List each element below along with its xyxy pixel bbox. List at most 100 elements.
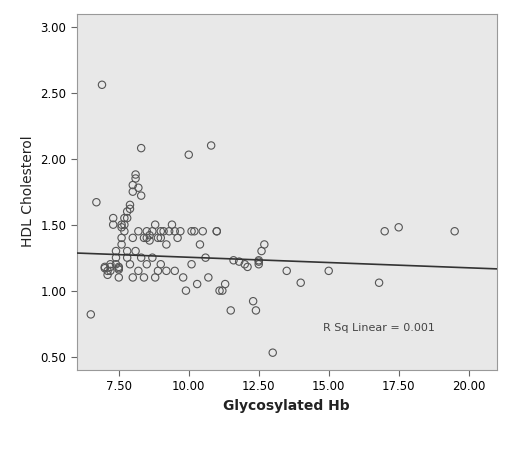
Point (296, 279, 305, 286)
Point (185, 151, 193, 158)
Point (129, 188, 137, 195)
Point (134, 267, 142, 275)
Point (129, 181, 137, 189)
Point (229, 257, 238, 264)
Point (143, 261, 151, 268)
Point (204, 274, 212, 281)
Point (103, 267, 112, 275)
Point (162, 241, 170, 248)
Point (193, 281, 201, 288)
Point (117, 234, 125, 241)
Point (151, 274, 159, 281)
Point (120, 215, 129, 222)
Point (254, 258, 263, 265)
Point (117, 224, 125, 231)
Point (145, 232, 154, 239)
Point (132, 171, 140, 178)
Point (168, 221, 176, 228)
Point (117, 241, 125, 248)
Point (190, 228, 199, 235)
Point (212, 228, 221, 235)
Point (132, 175, 140, 182)
Point (115, 266, 123, 273)
Point (179, 274, 187, 281)
Point (375, 279, 383, 286)
Point (143, 228, 151, 235)
Point (165, 228, 173, 235)
Point (380, 228, 389, 235)
Point (241, 261, 249, 268)
Point (134, 184, 142, 191)
Point (92, 198, 100, 206)
Point (154, 267, 162, 275)
Point (143, 234, 151, 241)
Point (87, 311, 95, 318)
Point (123, 208, 131, 215)
Point (103, 271, 112, 278)
Point (137, 144, 145, 152)
Point (207, 142, 215, 149)
Point (154, 234, 162, 241)
Point (112, 254, 120, 261)
Point (109, 215, 117, 222)
Point (258, 248, 266, 255)
Point (129, 274, 137, 281)
Point (201, 254, 209, 261)
Point (235, 258, 243, 265)
Point (221, 281, 229, 288)
Point (269, 349, 277, 356)
Point (227, 307, 235, 314)
Point (98, 81, 106, 88)
Point (243, 263, 251, 271)
Point (148, 254, 157, 261)
Point (252, 307, 260, 314)
Point (174, 234, 182, 241)
Point (134, 228, 142, 235)
Point (117, 221, 125, 228)
Point (137, 254, 145, 261)
Point (115, 263, 123, 271)
Point (187, 228, 196, 235)
Point (212, 228, 221, 235)
Point (106, 261, 115, 268)
Point (216, 287, 224, 294)
Point (112, 261, 120, 268)
Point (325, 267, 333, 275)
Point (101, 265, 109, 272)
Point (187, 261, 196, 268)
Point (126, 201, 134, 208)
Point (101, 263, 109, 271)
Point (106, 267, 115, 275)
Point (254, 257, 263, 264)
X-axis label: Glycosylated Hb: Glycosylated Hb (223, 399, 350, 413)
Point (126, 261, 134, 268)
Point (283, 267, 291, 275)
Text: R Sq Linear = 0.001: R Sq Linear = 0.001 (323, 323, 435, 333)
Point (159, 228, 167, 235)
Point (115, 274, 123, 281)
Point (140, 234, 148, 241)
Point (112, 248, 120, 255)
Point (132, 248, 140, 255)
Point (123, 215, 131, 222)
Point (451, 228, 459, 235)
Point (196, 241, 204, 248)
Point (254, 261, 263, 268)
Point (129, 234, 137, 241)
Point (123, 254, 131, 261)
Point (120, 221, 129, 228)
Point (157, 228, 165, 235)
Point (120, 228, 129, 235)
Point (249, 298, 257, 305)
Y-axis label: HDL Cholesterol: HDL Cholesterol (21, 136, 35, 248)
Point (109, 221, 117, 228)
Point (176, 228, 184, 235)
Point (157, 261, 165, 268)
Point (260, 241, 268, 248)
Point (123, 248, 131, 255)
Point (140, 274, 148, 281)
Point (157, 234, 165, 241)
Point (162, 267, 170, 275)
Point (170, 267, 179, 275)
Point (182, 287, 190, 294)
